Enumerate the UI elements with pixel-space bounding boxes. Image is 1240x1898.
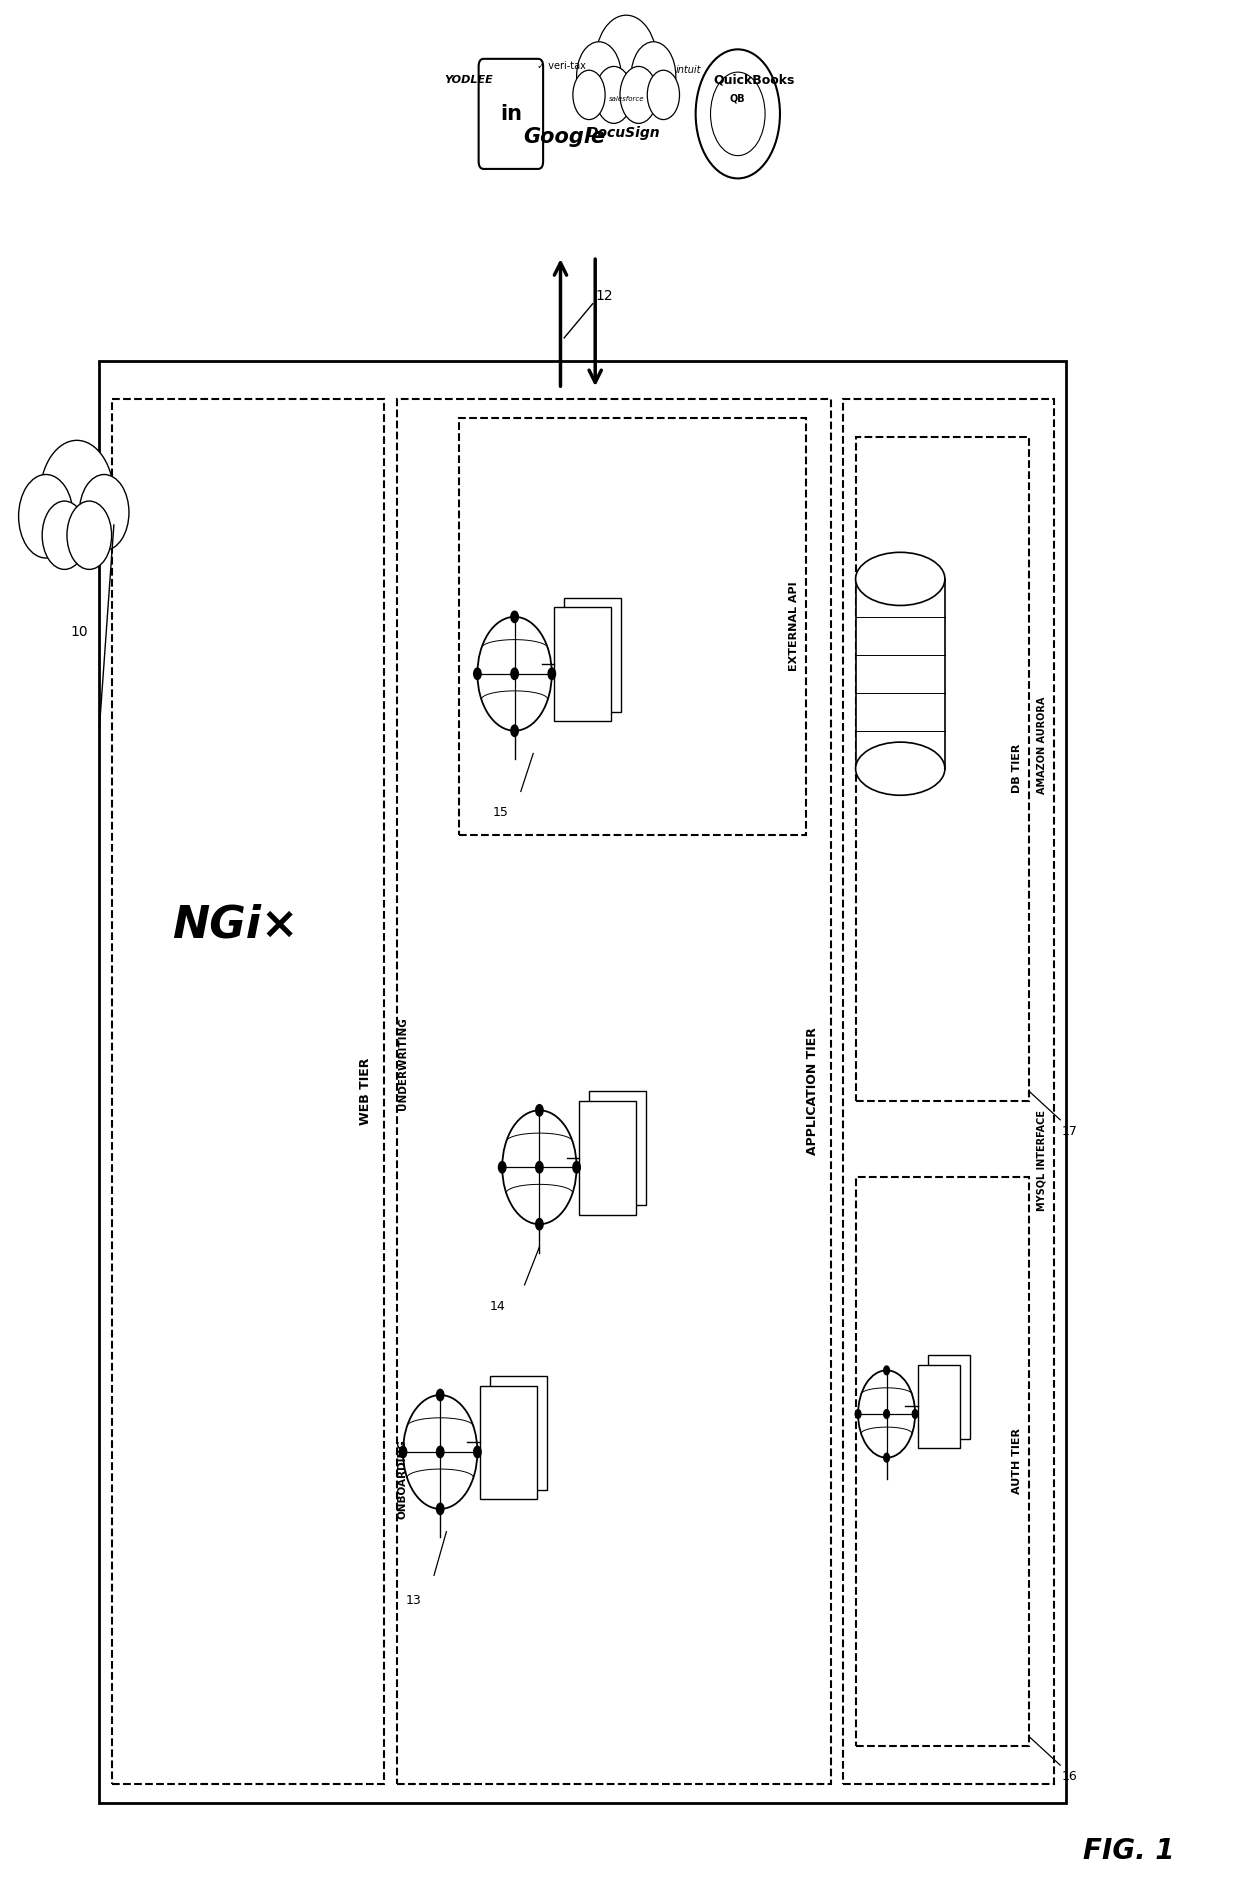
Ellipse shape xyxy=(856,742,945,795)
Circle shape xyxy=(511,725,518,736)
Circle shape xyxy=(577,42,621,110)
Text: NGi×: NGi× xyxy=(172,903,299,947)
Circle shape xyxy=(399,1446,407,1458)
Circle shape xyxy=(536,1105,543,1116)
FancyBboxPatch shape xyxy=(479,59,543,169)
Circle shape xyxy=(67,501,112,569)
Bar xyxy=(554,607,611,721)
Circle shape xyxy=(884,1367,889,1374)
Text: intuit: intuit xyxy=(676,65,701,76)
Circle shape xyxy=(436,1389,444,1401)
Circle shape xyxy=(474,1446,481,1458)
Bar xyxy=(459,418,806,835)
Circle shape xyxy=(511,668,518,679)
Bar xyxy=(856,437,1029,1101)
Bar xyxy=(856,579,945,769)
Circle shape xyxy=(79,474,129,550)
Text: ONBOARDING: ONBOARDING xyxy=(398,1439,408,1518)
Circle shape xyxy=(548,668,556,679)
Text: QuickBooks: QuickBooks xyxy=(713,74,795,85)
Circle shape xyxy=(573,70,605,120)
Text: MYSQL INTERFACE: MYSQL INTERFACE xyxy=(1037,1110,1047,1211)
Circle shape xyxy=(498,1162,506,1173)
Circle shape xyxy=(19,474,73,558)
Text: APPLICATION TIER: APPLICATION TIER xyxy=(806,1027,818,1156)
Bar xyxy=(579,1101,636,1215)
Circle shape xyxy=(913,1410,918,1418)
Text: 15: 15 xyxy=(492,807,508,820)
Bar xyxy=(112,399,384,1784)
Circle shape xyxy=(620,66,657,123)
Circle shape xyxy=(631,42,676,110)
Text: YODLEE: YODLEE xyxy=(444,74,494,85)
Circle shape xyxy=(595,66,632,123)
Bar xyxy=(99,361,1066,1803)
Text: AUTH TIER: AUTH TIER xyxy=(1012,1429,1022,1494)
Text: 17: 17 xyxy=(1061,1126,1078,1139)
Circle shape xyxy=(511,611,518,623)
Text: 10: 10 xyxy=(71,624,88,640)
Circle shape xyxy=(42,501,87,569)
Text: AMAZON AURORA: AMAZON AURORA xyxy=(1037,697,1047,793)
Circle shape xyxy=(436,1503,444,1515)
Text: 13: 13 xyxy=(405,1594,422,1608)
Bar xyxy=(843,399,1054,1784)
Bar xyxy=(397,399,831,1784)
Text: FIG. 1: FIG. 1 xyxy=(1083,1837,1174,1864)
Circle shape xyxy=(536,1219,543,1230)
Text: QB: QB xyxy=(730,93,745,104)
Bar xyxy=(490,1376,547,1490)
Text: DocuSign: DocuSign xyxy=(587,125,661,140)
Text: 16: 16 xyxy=(1061,1771,1078,1784)
Circle shape xyxy=(647,70,680,120)
Circle shape xyxy=(884,1410,889,1418)
Text: Google: Google xyxy=(523,127,605,146)
Text: 14: 14 xyxy=(490,1300,506,1313)
Ellipse shape xyxy=(856,552,945,605)
Circle shape xyxy=(573,1162,580,1173)
Circle shape xyxy=(536,1162,543,1173)
Bar xyxy=(918,1365,960,1448)
Circle shape xyxy=(40,440,114,554)
Circle shape xyxy=(884,1454,889,1461)
Text: DB TIER: DB TIER xyxy=(1012,744,1022,793)
Text: UNDERWRITING: UNDERWRITING xyxy=(398,1017,408,1110)
Bar xyxy=(928,1355,970,1439)
Text: 12: 12 xyxy=(595,288,613,304)
Bar xyxy=(564,598,621,712)
Circle shape xyxy=(696,49,780,178)
Text: in: in xyxy=(500,104,522,123)
Bar xyxy=(589,1091,646,1205)
Text: EXTERNAL API: EXTERNAL API xyxy=(789,581,799,672)
Circle shape xyxy=(436,1446,444,1458)
Circle shape xyxy=(856,1410,861,1418)
Circle shape xyxy=(474,668,481,679)
Text: ✓ veri-tax: ✓ veri-tax xyxy=(537,61,587,72)
Text: salesforce: salesforce xyxy=(609,95,644,102)
Circle shape xyxy=(595,15,657,110)
Text: WEB TIER: WEB TIER xyxy=(360,1057,372,1126)
Bar xyxy=(856,1177,1029,1746)
Bar xyxy=(480,1386,537,1499)
